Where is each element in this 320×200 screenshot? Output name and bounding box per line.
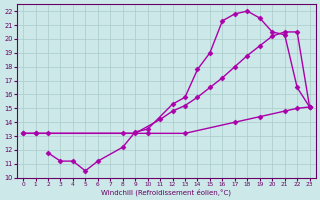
X-axis label: Windchill (Refroidissement éolien,°C): Windchill (Refroidissement éolien,°C) xyxy=(101,188,231,196)
